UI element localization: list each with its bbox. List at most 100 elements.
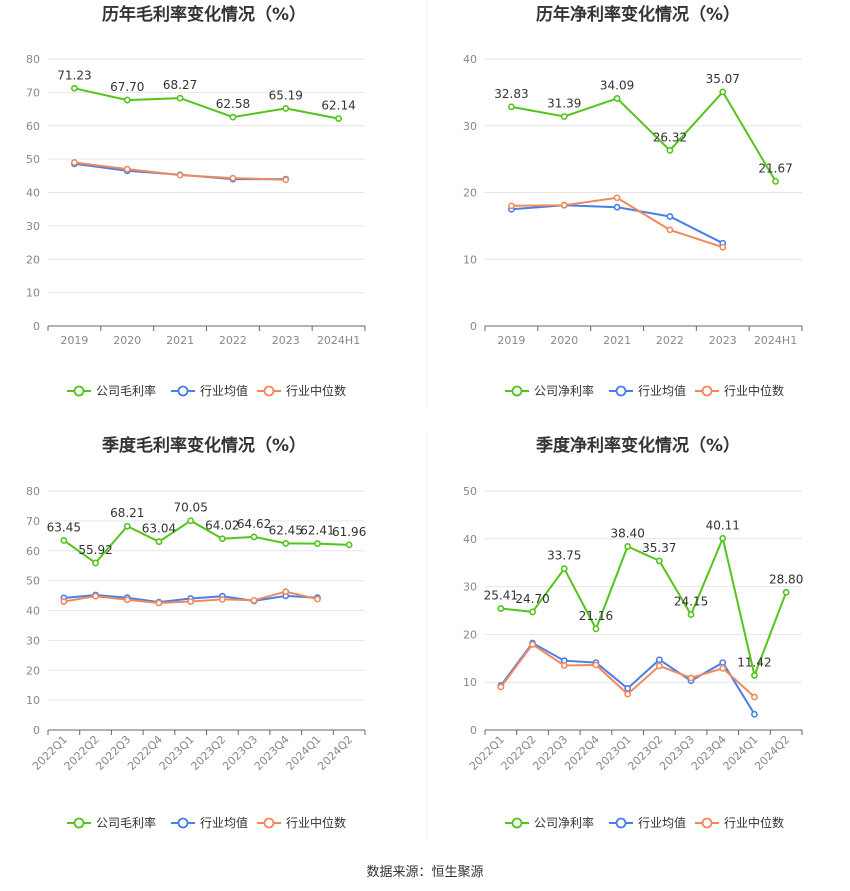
data-point-industry_median [655, 662, 663, 670]
y-tick-label: 80 [26, 485, 40, 498]
data-point-company [335, 115, 342, 123]
data-label: 64.62 [237, 517, 271, 531]
y-tick-label: 60 [26, 545, 40, 558]
data-label: 71.23 [57, 68, 91, 82]
data-point-company [592, 625, 600, 633]
data-point-company [497, 605, 505, 612]
data-point-industry_avg [613, 203, 621, 211]
data-label: 24.70 [515, 592, 549, 606]
data-point-company [92, 559, 99, 567]
data-point-industry_avg [751, 710, 758, 718]
data-point-company [508, 103, 515, 111]
legend-item-industry_median: 行业中位数 [695, 815, 784, 830]
data-point-company [218, 535, 226, 543]
x-tick-label: 2020 [113, 334, 141, 347]
data-point-company [155, 538, 163, 546]
data-point-industry_median [687, 674, 695, 682]
data-point-company [60, 537, 68, 544]
legend-label: 公司净利率 [534, 815, 594, 830]
data-point-industry_median [123, 165, 131, 173]
data-point-company [719, 534, 727, 542]
data-point-company [719, 88, 727, 96]
chart-3: 季度毛利率变化情况（%）010203040506070802022Q12022Q… [26, 435, 366, 830]
data-label: 35.37 [642, 541, 676, 555]
data-label: 62.45 [269, 523, 303, 537]
legend-label: 行业中位数 [286, 383, 346, 398]
data-point-industry_median [123, 596, 131, 604]
data-point-company [314, 540, 321, 547]
y-tick-label: 50 [463, 485, 477, 498]
data-point-industry_median [592, 661, 600, 669]
chart-1: 历年毛利率变化情况（%） 0 10 20 30 40 50 60 70 80 2019 2020 202… [26, 4, 366, 398]
data-point-industry_median [751, 693, 758, 701]
chart-2: 历年净利率变化情况（%） 0 10 20 30 40 2019 2020 2021 2022 202… [463, 4, 803, 398]
y-tick-label: 10 [26, 287, 40, 300]
y-tick-label: 0 [470, 320, 477, 333]
data-label: 68.21 [110, 506, 144, 520]
data-label: 62.41 [300, 524, 334, 538]
x-tick-label: 2022 [656, 334, 684, 347]
x-tick-label: 2019 [60, 334, 88, 347]
legend-marker [511, 817, 523, 829]
data-point-company [71, 84, 78, 92]
data-point-industry_avg [624, 685, 632, 692]
data-source-note: 数据来源：恒生聚源 [366, 865, 483, 880]
x-tick-label: 2024Q2 [752, 733, 792, 773]
chart-title: 历年净利率变化情况（%） [536, 4, 740, 25]
x-tick-label: 2024H1 [317, 334, 360, 347]
series-line-company [74, 87, 339, 120]
legend-label: 行业均值 [200, 815, 248, 830]
data-label: 62.14 [321, 99, 355, 113]
legend-label: 行业均值 [638, 383, 686, 398]
data-point-company [529, 608, 536, 616]
y-tick-label: 40 [26, 605, 40, 618]
y-tick-label: 0 [470, 724, 477, 737]
data-point-industry_median [176, 171, 184, 179]
chart-title: 季度净利率变化情况（%） [536, 435, 740, 456]
y-tick-label: 60 [26, 120, 40, 133]
legend-item-industry_median: 行业中位数 [257, 383, 346, 398]
legend-label: 公司毛利率 [96, 815, 156, 830]
series-line-company [500, 535, 788, 679]
data-label: 70.05 [173, 501, 207, 515]
x-tick-label: 2024Q2 [315, 733, 355, 773]
x-tick-label: 2023 [272, 334, 300, 347]
chart-4: 季度净利率变化情况（%）010203040502022Q12022Q22022Q… [463, 435, 803, 830]
data-label: 24.15 [674, 595, 708, 609]
legend-label: 公司净利率 [534, 383, 594, 398]
legend-marker [263, 385, 275, 397]
data-label: 25.41 [484, 589, 518, 603]
chart-title: 季度毛利率变化情况（%） [102, 435, 306, 456]
legend-label: 行业中位数 [286, 815, 346, 830]
legend-item-company: 公司净利率 [505, 815, 594, 830]
x-tick-label: 2024H1 [754, 334, 797, 347]
chart-title: 历年毛利率变化情况（%） [102, 4, 306, 25]
data-point-industry_median [497, 683, 505, 691]
data-point-company [229, 113, 237, 121]
y-tick-label: 70 [26, 86, 40, 99]
data-label: 32.83 [494, 87, 528, 101]
x-tick-label: 2023 [709, 334, 737, 347]
data-point-industry_median [71, 159, 78, 166]
y-tick-label: 40 [463, 533, 477, 546]
data-label: 67.70 [110, 80, 144, 94]
legend-label: 行业均值 [200, 383, 248, 398]
x-tick-label: 2022 [219, 334, 247, 347]
data-point-company [282, 540, 290, 547]
y-tick-label: 40 [463, 53, 477, 66]
data-point-company [176, 94, 184, 102]
data-point-company [687, 611, 695, 618]
legend-marker [177, 817, 189, 829]
data-point-company [250, 533, 258, 541]
data-point-company [782, 588, 790, 596]
data-point-company [123, 96, 131, 104]
data-point-industry_median [60, 598, 68, 605]
y-tick-label: 20 [463, 187, 477, 200]
legend-item-industry_avg: 行业均值 [609, 815, 686, 830]
legend-item-industry_median: 行业中位数 [257, 815, 346, 830]
legend-marker [511, 385, 523, 397]
data-label: 61.96 [332, 525, 366, 539]
legend-label: 行业中位数 [724, 815, 784, 830]
legend-marker [263, 817, 275, 829]
